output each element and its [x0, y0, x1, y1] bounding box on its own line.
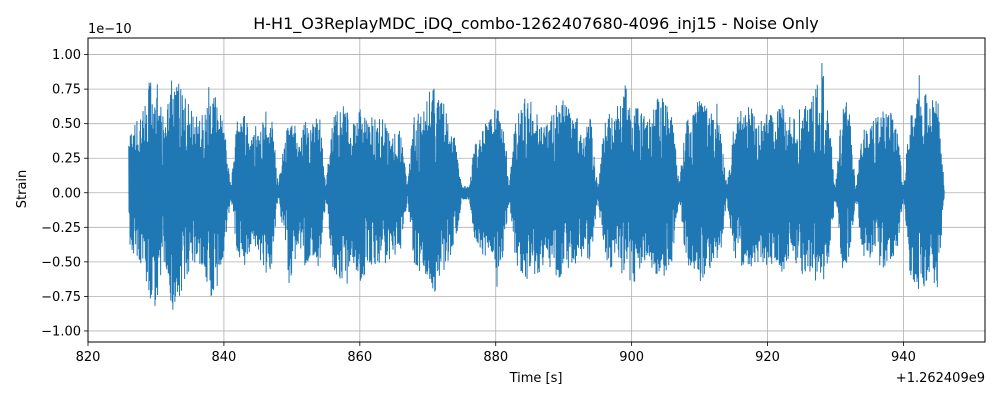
x-tick-label: 940 — [891, 350, 916, 365]
x-tick-label: 820 — [76, 350, 101, 365]
strain-series-line — [128, 63, 945, 310]
x-tick-label: 840 — [211, 350, 236, 365]
plot-frame — [87, 37, 986, 343]
x-tick-label: 900 — [619, 350, 644, 365]
signal-layer — [128, 63, 945, 310]
y-tick-label: 0.00 — [52, 186, 81, 201]
y-tick-label: 0.75 — [52, 83, 81, 98]
y-scale-label: 1e−10 — [88, 22, 132, 37]
x-tick-label: 860 — [347, 350, 372, 365]
y-tick-label: 1.00 — [52, 48, 81, 63]
x-tick-label: 880 — [483, 350, 508, 365]
x-axis-label: Time [s] — [509, 371, 563, 386]
x-offset-label: +1.262409e9 — [896, 371, 985, 386]
y-tick-label: −0.75 — [41, 290, 81, 305]
x-axis: 820 840 860 880 900 920 940 — [76, 342, 916, 365]
y-tick-label: −0.50 — [41, 255, 81, 270]
chart-title: H-H1_O3ReplayMDC_iDQ_combo-1262407680-40… — [253, 14, 819, 34]
y-axis-label: Strain — [15, 170, 30, 209]
x-tick-label: 920 — [755, 350, 780, 365]
y-tick-label: 0.25 — [52, 152, 81, 167]
y-tick-label: 0.50 — [52, 117, 81, 132]
y-tick-label: −0.25 — [41, 221, 81, 236]
y-axis: −1.00 −0.75 −0.50 −0.25 0.00 0.25 0.50 0.75 1.00 — [41, 48, 88, 339]
y-tick-label: −1.00 — [41, 324, 81, 339]
